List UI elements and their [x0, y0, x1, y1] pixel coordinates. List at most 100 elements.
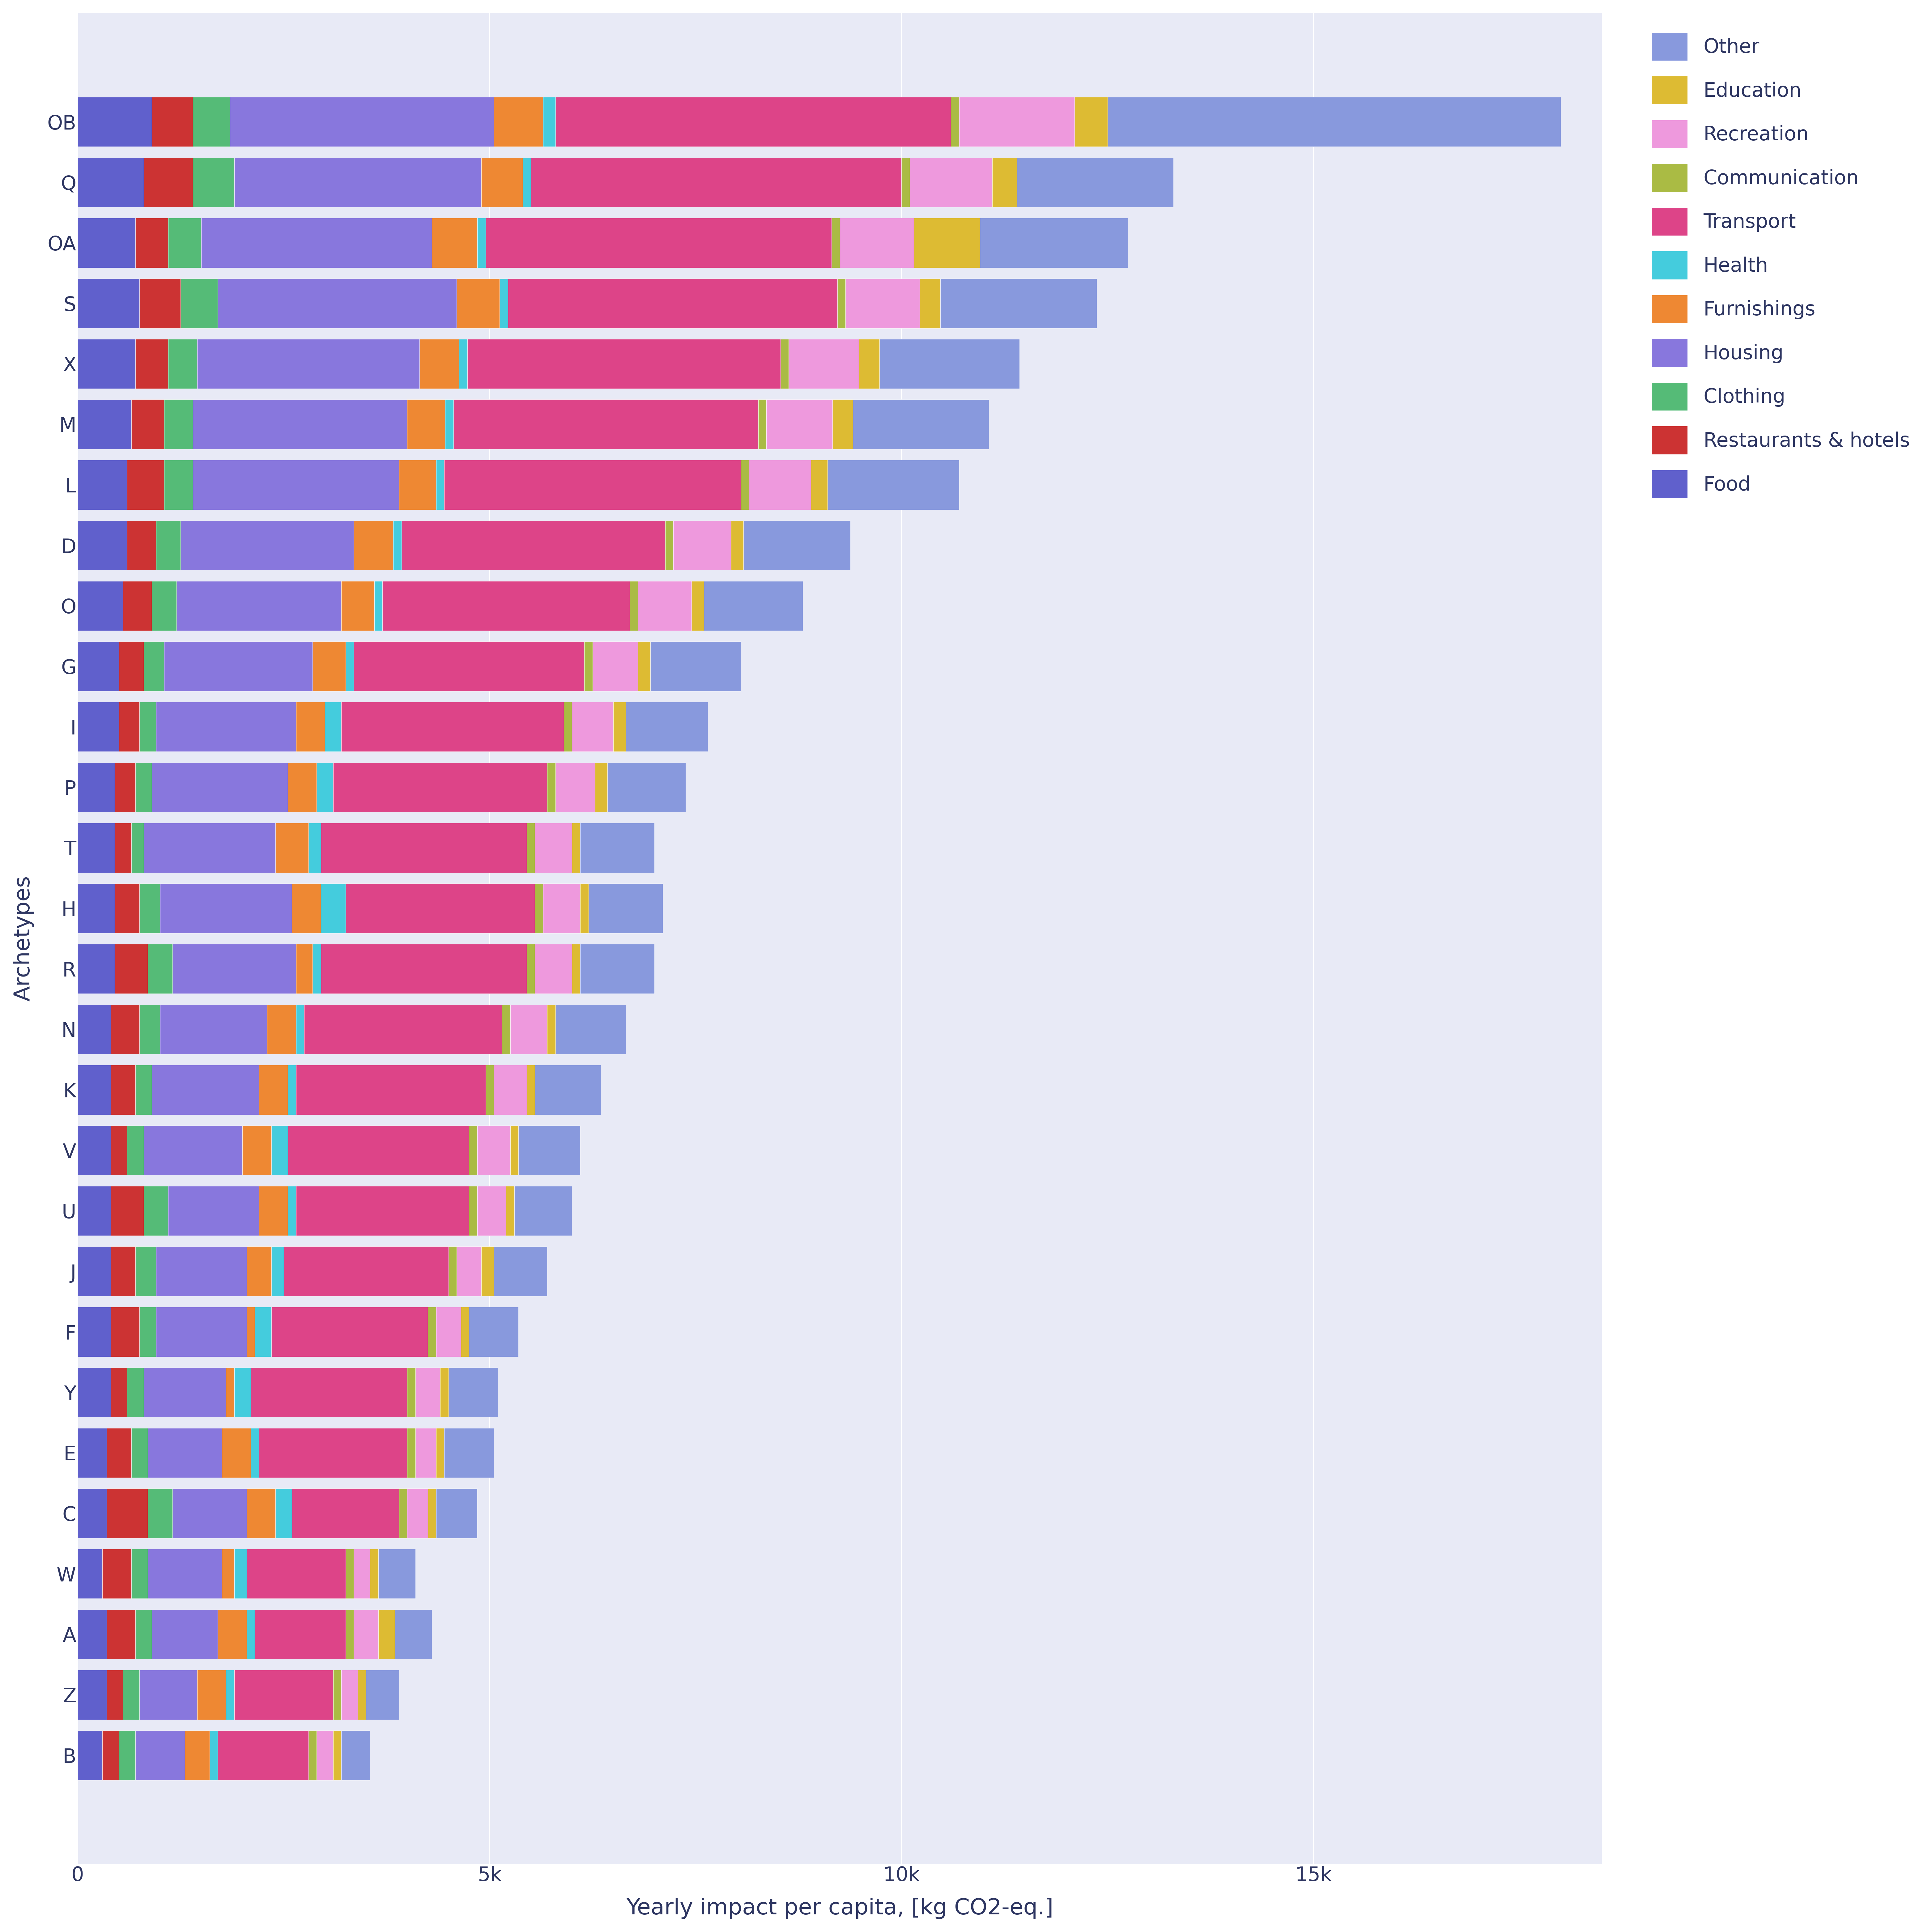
Bar: [469, 1186, 477, 1236]
Bar: [342, 1731, 371, 1779]
Bar: [313, 641, 346, 692]
Bar: [500, 278, 508, 328]
Bar: [419, 338, 460, 388]
Bar: [788, 338, 858, 388]
Bar: [77, 641, 120, 692]
Bar: [77, 582, 124, 630]
Bar: [247, 1488, 276, 1538]
Bar: [296, 701, 325, 752]
Bar: [481, 1246, 495, 1296]
Bar: [110, 1246, 135, 1296]
Bar: [527, 1065, 535, 1115]
Bar: [77, 883, 114, 933]
Bar: [251, 1428, 259, 1478]
Bar: [481, 158, 522, 207]
Bar: [444, 400, 454, 448]
Bar: [638, 641, 651, 692]
Bar: [508, 278, 837, 328]
Bar: [139, 278, 182, 328]
Bar: [400, 1488, 408, 1538]
Bar: [495, 1065, 527, 1115]
Bar: [543, 97, 556, 147]
Bar: [607, 763, 686, 811]
Bar: [535, 823, 572, 873]
Bar: [247, 1246, 270, 1296]
Bar: [394, 520, 402, 570]
Bar: [153, 97, 193, 147]
Bar: [77, 1005, 110, 1055]
Bar: [456, 278, 500, 328]
Bar: [153, 763, 288, 811]
Bar: [468, 338, 781, 388]
Bar: [477, 1126, 510, 1175]
Bar: [110, 1005, 139, 1055]
Bar: [251, 1368, 408, 1416]
Bar: [77, 1246, 110, 1296]
Bar: [375, 582, 383, 630]
Bar: [218, 278, 456, 328]
Bar: [846, 278, 920, 328]
Bar: [572, 823, 580, 873]
Bar: [332, 1731, 342, 1779]
Bar: [831, 218, 840, 269]
Bar: [958, 97, 1074, 147]
Bar: [495, 1246, 547, 1296]
Bar: [77, 763, 114, 811]
Bar: [630, 582, 638, 630]
Bar: [77, 823, 114, 873]
Bar: [255, 1609, 346, 1660]
Bar: [182, 278, 218, 328]
Bar: [124, 582, 153, 630]
Bar: [444, 1428, 495, 1478]
Bar: [218, 1609, 247, 1660]
Bar: [1016, 158, 1173, 207]
Bar: [433, 218, 477, 269]
Bar: [160, 1005, 267, 1055]
Bar: [408, 1368, 415, 1416]
Bar: [77, 701, 120, 752]
Bar: [172, 945, 296, 993]
Bar: [135, 218, 168, 269]
Bar: [402, 520, 665, 570]
Bar: [506, 1186, 514, 1236]
Bar: [437, 1428, 444, 1478]
Bar: [547, 763, 556, 811]
Legend: Other, Education, Recreation, Communication, Transport, Health, Furnishings, Hou: Other, Education, Recreation, Communicat…: [1642, 23, 1920, 508]
Bar: [495, 97, 543, 147]
Bar: [255, 1306, 270, 1356]
Bar: [114, 945, 147, 993]
Bar: [135, 1731, 185, 1779]
Bar: [131, 823, 143, 873]
Bar: [164, 460, 193, 510]
Bar: [156, 1306, 247, 1356]
Bar: [193, 400, 408, 448]
Bar: [437, 1306, 460, 1356]
Bar: [128, 1368, 143, 1416]
Bar: [572, 945, 580, 993]
Bar: [941, 278, 1097, 328]
X-axis label: Yearly impact per capita, [kg CO2-eq.]: Yearly impact per capita, [kg CO2-eq.]: [626, 1897, 1053, 1918]
Bar: [292, 883, 321, 933]
Bar: [527, 823, 535, 873]
Bar: [164, 400, 193, 448]
Bar: [415, 1428, 437, 1478]
Bar: [156, 520, 182, 570]
Bar: [580, 945, 655, 993]
Bar: [595, 763, 607, 811]
Bar: [477, 218, 485, 269]
Bar: [147, 1428, 222, 1478]
Bar: [342, 582, 375, 630]
Bar: [197, 338, 419, 388]
Bar: [242, 1126, 270, 1175]
Bar: [114, 883, 139, 933]
Bar: [77, 1368, 110, 1416]
Bar: [346, 641, 354, 692]
Bar: [164, 641, 313, 692]
Bar: [556, 1005, 626, 1055]
Bar: [427, 1488, 437, 1538]
Bar: [226, 1368, 234, 1416]
Bar: [259, 1186, 288, 1236]
Bar: [535, 883, 543, 933]
Bar: [612, 701, 626, 752]
Bar: [535, 945, 572, 993]
